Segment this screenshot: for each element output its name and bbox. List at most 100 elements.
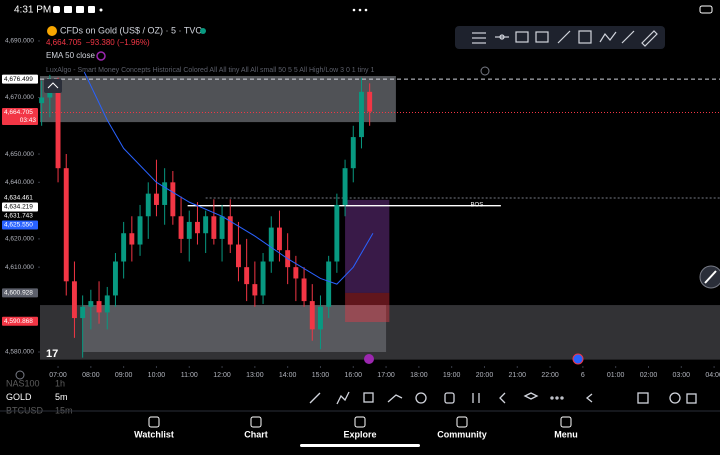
candle-body xyxy=(178,216,184,239)
candle-body xyxy=(137,216,143,245)
candle-body xyxy=(293,267,299,279)
x-tick-label: 09:00 xyxy=(115,372,133,379)
x-tick-label: 01:00 xyxy=(607,372,625,379)
x-tick-label: 02:00 xyxy=(640,372,658,379)
candle-body xyxy=(301,278,307,302)
nav-icon[interactable] xyxy=(148,416,160,428)
candle-body xyxy=(350,137,356,169)
nav-label[interactable]: Watchlist xyxy=(134,429,174,439)
candle-body xyxy=(203,216,209,234)
chart-toolbar xyxy=(309,391,697,405)
price-badge xyxy=(2,107,38,125)
zone xyxy=(345,199,390,293)
plot: BOS 4,690.000 4,670.000 4,650.000 4,640.000 4… xyxy=(2,38,720,379)
watchlist: NAS100 1h GOLD 5m BTCUSD 15m xyxy=(6,378,73,415)
candle-body xyxy=(334,204,340,262)
candle-body xyxy=(71,281,77,319)
candle-body xyxy=(80,306,86,319)
price-badge-label: 4,631.743 xyxy=(4,213,33,220)
candle-body xyxy=(63,168,69,282)
indicator-label: LuxAlgo - Smart Money Concepts Historica… xyxy=(46,67,374,74)
price-badge-label: 4,590.868 xyxy=(4,318,33,325)
hide-icon[interactable] xyxy=(480,66,490,76)
watchlist-symbol[interactable]: NAS100 xyxy=(6,378,40,388)
zone xyxy=(82,305,387,352)
event-flag[interactable] xyxy=(572,353,584,365)
x-tick-label: 07:00 xyxy=(49,372,67,379)
candle-body xyxy=(129,233,135,245)
y-tick-label: 4,690.000 xyxy=(5,38,34,45)
candle-body xyxy=(276,227,282,251)
price-change: −93.380 (−1.96%) xyxy=(86,38,150,47)
nav-icon[interactable] xyxy=(456,416,468,428)
nav-icon[interactable] xyxy=(354,416,366,428)
x-tick-label: 13:00 xyxy=(246,372,264,379)
nav-label[interactable]: Chart xyxy=(244,429,268,439)
ema-label: EMA 50 close xyxy=(46,51,95,60)
nav-icon[interactable] xyxy=(250,416,262,428)
collapse-button[interactable] xyxy=(44,79,62,93)
zone xyxy=(40,305,720,360)
x-tick-label: 03:00 xyxy=(673,372,691,379)
candle-body xyxy=(121,233,127,262)
bos-label: BOS xyxy=(471,202,484,208)
x-tick-label: 20:00 xyxy=(476,372,494,379)
candle-body xyxy=(39,97,45,104)
last-price: 4,664.705 xyxy=(46,38,82,47)
price-badge xyxy=(2,193,38,203)
nav-icon[interactable] xyxy=(560,416,572,428)
x-tick-label: 12:00 xyxy=(213,372,231,379)
price-badge-label: 4,625.550 xyxy=(4,222,33,229)
drawing-toolbar xyxy=(455,26,665,49)
candle-body xyxy=(162,182,168,205)
price-badge xyxy=(2,288,38,298)
candle-body xyxy=(104,295,110,313)
draw-icon xyxy=(704,270,717,284)
candle-body xyxy=(359,91,364,138)
watchlist-symbol[interactable]: BTCUSD xyxy=(6,405,44,415)
watchlist-symbol[interactable]: GOLD xyxy=(6,392,32,402)
x-tick-label: 04:00 xyxy=(705,372,720,379)
watchlist-interval[interactable]: 15m xyxy=(55,405,73,415)
price-badge-label: 4,634.461 xyxy=(4,195,33,202)
y-tick-label: 4,640.000 xyxy=(5,179,34,186)
y-tick-label: 4,620.000 xyxy=(5,236,34,243)
x-tick-label: 11:00 xyxy=(181,372,198,379)
candle-body xyxy=(342,168,348,205)
x-tick-label: 15:00 xyxy=(312,372,330,379)
candle-body xyxy=(244,267,250,285)
y-tick-label: 4,650.000 xyxy=(5,151,34,158)
candle-body xyxy=(268,227,274,262)
candle-body xyxy=(112,261,118,296)
x-tick-label: 6 xyxy=(581,372,585,379)
settings-icon[interactable] xyxy=(15,370,25,380)
nav-label[interactable]: Menu xyxy=(554,429,578,439)
x-tick-label: 19:00 xyxy=(443,372,461,379)
watchlist-interval[interactable]: 1h xyxy=(55,378,65,388)
x-tick-label: 16:00 xyxy=(345,372,363,379)
candle-body xyxy=(326,261,332,307)
price-badge xyxy=(2,220,38,230)
x-tick-label: 08:00 xyxy=(82,372,100,379)
watchlist-interval[interactable]: 5m xyxy=(55,392,68,402)
market-status xyxy=(200,28,206,34)
event-marker[interactable] xyxy=(364,354,374,364)
price-badge xyxy=(2,74,38,84)
x-tick-label: 14:00 xyxy=(279,372,297,379)
collapse-icon xyxy=(47,82,59,89)
y-tick-label: 4,580.000 xyxy=(5,349,34,356)
candle-body xyxy=(219,216,225,239)
candle-body xyxy=(153,193,159,205)
x-tick-label: 10:00 xyxy=(148,372,166,379)
nav-label[interactable]: Explore xyxy=(343,429,376,439)
symbol-title: CFDs on Gold (US$ / OZ) · 5 · TVC xyxy=(60,25,202,35)
nav-label[interactable]: Community xyxy=(437,429,487,439)
zone xyxy=(345,292,390,323)
bottom-nav: Watchlist Chart Explore Community Menu xyxy=(134,416,578,439)
candle-body xyxy=(309,301,315,330)
price-badge-label: 4,600.928 xyxy=(4,290,33,297)
